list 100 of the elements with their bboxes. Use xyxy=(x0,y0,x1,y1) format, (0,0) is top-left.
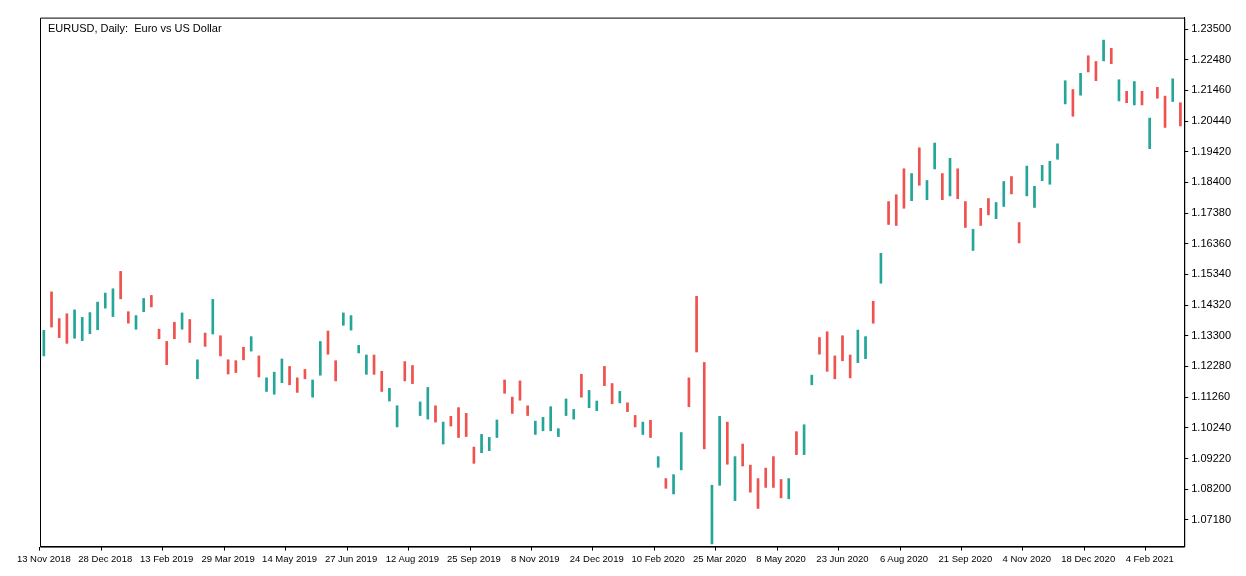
candlestick xyxy=(1063,80,1067,105)
candlestick xyxy=(1048,161,1052,185)
x-tick-label: 28 Dec 2018 xyxy=(78,552,133,564)
x-tick-label: 14 May 2019 xyxy=(262,552,318,564)
x-tick-label: 6 Aug 2020 xyxy=(879,552,928,564)
candlestick xyxy=(564,398,568,416)
candlestick xyxy=(50,291,53,328)
candlestick xyxy=(1056,143,1059,160)
candlestick xyxy=(848,354,852,379)
candlestick xyxy=(557,428,560,437)
candlestick xyxy=(80,317,84,341)
candlestick xyxy=(464,413,468,437)
x-tick-label: 21 Sep 2020 xyxy=(938,552,993,564)
candlestick xyxy=(111,288,115,317)
candlestick xyxy=(887,201,890,225)
candlestick xyxy=(1002,181,1006,207)
y-tick-label: 1.14320 xyxy=(1191,298,1231,311)
candlestick xyxy=(964,201,967,228)
x-tick-label: 23 Jun 2020 xyxy=(816,552,869,564)
x-tick-label: 25 Mar 2020 xyxy=(692,552,747,564)
candlestick xyxy=(779,479,783,499)
candlestick xyxy=(126,311,130,324)
candlestick xyxy=(825,331,829,372)
candlestick xyxy=(372,354,376,375)
x-tick-label: 27 Jun 2019 xyxy=(324,552,378,564)
candlestick xyxy=(203,332,207,347)
candlestick xyxy=(495,419,499,438)
candlestick xyxy=(871,300,875,324)
candlestick xyxy=(65,313,69,344)
candlestick xyxy=(925,180,929,200)
candlestick xyxy=(994,202,998,220)
y-tick-label: 1.16360 xyxy=(1191,236,1231,249)
candlestick xyxy=(795,431,798,455)
candlestick xyxy=(134,315,138,330)
candlestick xyxy=(818,337,821,355)
candlestick xyxy=(833,355,837,380)
candlestick xyxy=(971,228,975,251)
y-tick-label: 1.09220 xyxy=(1191,451,1231,464)
candlestick xyxy=(941,173,944,200)
candlestick xyxy=(1071,89,1075,117)
x-tick-label: 25 Sep 2019 xyxy=(446,552,501,564)
y-tick-label: 1.12280 xyxy=(1191,359,1231,372)
x-tick-label: 29 Mar 2019 xyxy=(201,552,255,564)
chart-title: EURUSD, Daily: Euro vs US Dollar xyxy=(48,21,222,34)
candlestick xyxy=(211,299,215,335)
y-tick-label: 1.21460 xyxy=(1191,83,1231,96)
candlestick xyxy=(457,407,460,438)
x-tick-label: 10 Feb 2020 xyxy=(631,552,685,564)
candlestick xyxy=(487,437,491,451)
x-tick-label: 8 Nov 2019 xyxy=(511,552,560,564)
candlestick xyxy=(718,416,721,486)
candlestick xyxy=(679,432,683,471)
candlestick xyxy=(349,315,353,331)
candlestick xyxy=(1163,95,1167,128)
candlestick xyxy=(418,401,422,416)
y-tick-label: 1.08200 xyxy=(1191,482,1231,495)
x-tick-label: 4 Nov 2020 xyxy=(1002,552,1052,564)
candlestick xyxy=(388,388,391,402)
candlestick xyxy=(272,371,276,395)
candlestick xyxy=(234,360,238,373)
candlestick xyxy=(802,424,806,455)
candlestick xyxy=(1086,55,1090,73)
candlestick xyxy=(587,390,591,408)
candlestick xyxy=(664,478,668,489)
candlestick xyxy=(1094,61,1098,82)
x-tick-label: 8 May 2020 xyxy=(756,552,806,564)
candlestick xyxy=(902,168,906,209)
candlestick xyxy=(1033,185,1036,208)
candlestick xyxy=(434,405,437,423)
y-tick-label: 1.19420 xyxy=(1191,144,1231,157)
candlestick xyxy=(1025,165,1029,197)
candlestick xyxy=(403,361,407,382)
y-tick-label: 1.17380 xyxy=(1191,206,1231,219)
x-tick-label: 24 Dec 2019 xyxy=(569,552,624,564)
candlestick xyxy=(626,402,629,412)
candlestick xyxy=(864,336,867,359)
y-tick-label: 1.13300 xyxy=(1191,328,1231,341)
candlestick xyxy=(656,456,660,468)
candlestick xyxy=(610,383,614,405)
candlestick xyxy=(88,312,92,335)
candlestick xyxy=(772,456,775,488)
candlestick xyxy=(1017,222,1021,244)
x-tick-label: 4 Feb 2021 xyxy=(1125,552,1174,564)
candlestick xyxy=(526,405,529,416)
candlestick xyxy=(472,446,476,464)
x-tick-label: 18 Dec 2020 xyxy=(1061,552,1116,564)
candlestick xyxy=(265,377,268,392)
y-tick-label: 1.22480 xyxy=(1191,52,1231,65)
candlestick xyxy=(57,318,61,338)
y-tick-label: 1.10240 xyxy=(1191,420,1231,433)
x-tick-label: 13 Feb 2019 xyxy=(140,552,194,564)
candlestick xyxy=(756,478,760,509)
candlestick xyxy=(1156,87,1159,99)
candlestick xyxy=(342,312,345,326)
y-tick-label: 1.11260 xyxy=(1191,390,1231,403)
candlestick xyxy=(733,456,737,501)
candlestick xyxy=(441,421,445,445)
candlestick xyxy=(641,421,645,435)
x-tick-label: 13 Nov 2018 xyxy=(16,552,71,564)
candlestick xyxy=(810,374,814,386)
